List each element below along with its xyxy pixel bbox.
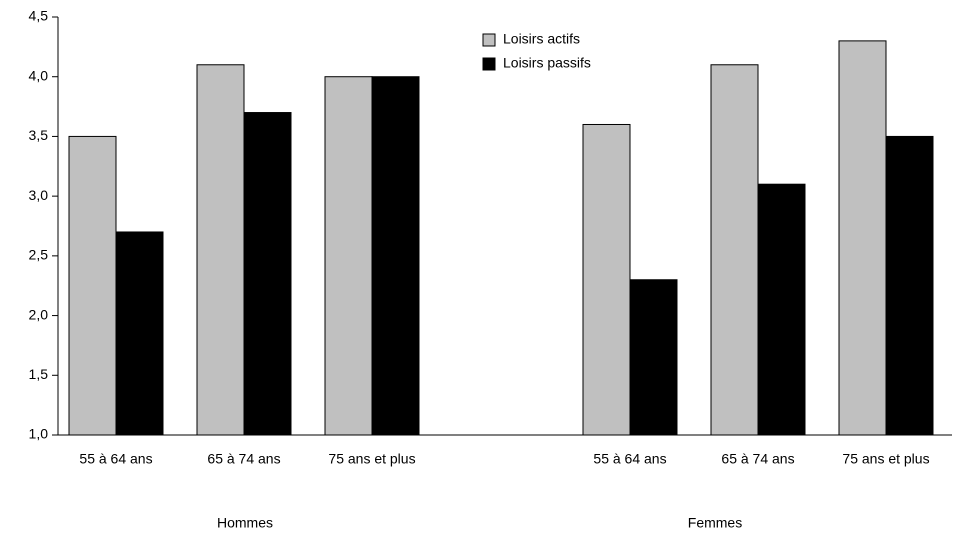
bar xyxy=(68,135,117,436)
legend-swatch xyxy=(482,57,496,71)
group-label: Femmes xyxy=(688,515,742,531)
y-tick-label: 2,0 xyxy=(29,306,49,322)
legend-swatch xyxy=(482,33,496,47)
y-tick-label: 3,0 xyxy=(29,187,49,203)
x-tick-label: 75 ans et plus xyxy=(328,451,415,467)
legend-label: Loisirs actifs xyxy=(503,31,580,47)
y-tick-label: 4,0 xyxy=(29,67,49,83)
bar xyxy=(371,76,420,436)
y-tick-label: 2,5 xyxy=(29,247,49,263)
group-label: Hommes xyxy=(217,515,273,531)
bar xyxy=(710,64,759,436)
bar xyxy=(243,112,292,436)
bar xyxy=(757,183,806,436)
x-tick-label: 75 ans et plus xyxy=(842,451,929,467)
y-tick-label: 4,5 xyxy=(29,8,49,24)
x-tick-label: 55 à 64 ans xyxy=(593,451,666,467)
x-tick-label: 55 à 64 ans xyxy=(79,451,152,467)
x-tick-label: 65 à 74 ans xyxy=(721,451,794,467)
legend-label: Loisirs passifs xyxy=(503,55,591,71)
bar xyxy=(115,231,164,436)
bar xyxy=(196,64,245,436)
x-tick-label: 65 à 74 ans xyxy=(207,451,280,467)
y-tick-label: 1,0 xyxy=(29,426,49,442)
y-tick-label: 3,5 xyxy=(29,127,49,143)
bar xyxy=(885,135,934,436)
bar xyxy=(324,76,373,436)
bar xyxy=(629,279,678,436)
bar xyxy=(838,40,887,436)
bar xyxy=(582,123,631,436)
y-tick-label: 1,5 xyxy=(29,366,49,382)
